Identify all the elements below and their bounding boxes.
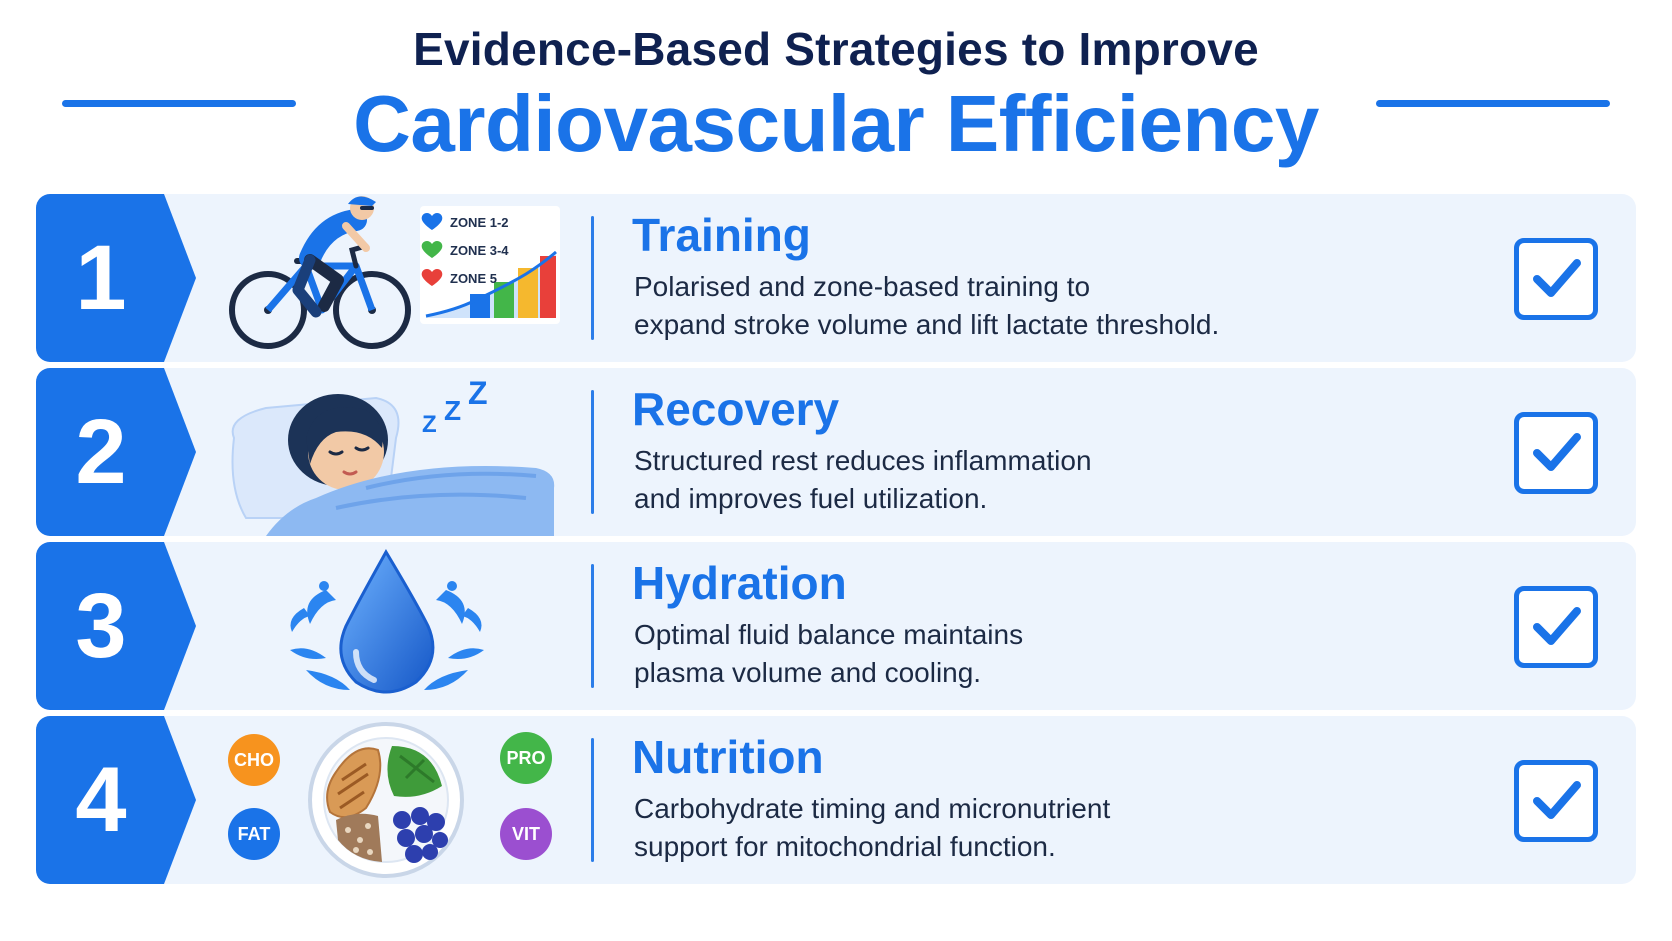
hydration-illustration	[206, 542, 606, 710]
macro-pro: PRO	[506, 748, 545, 768]
strategy-number: 3	[75, 574, 127, 677]
training-zone-chart: ZONE 1-2 ZONE 3-4 ZONE 5	[420, 206, 560, 324]
header-rule-right	[1376, 100, 1610, 107]
page-subtitle: Evidence-Based Strategies to Improve	[413, 23, 1259, 75]
check-icon	[1533, 781, 1581, 819]
recovery-illustration: Z Z Z	[206, 368, 606, 536]
strategy-row-hydration: 3	[36, 542, 1636, 710]
macro-cho: CHO	[234, 750, 274, 770]
strategy-number: 2	[75, 400, 127, 503]
macro-badges: CHO PRO FAT VIT	[228, 732, 552, 860]
description-line: expand stroke volume and lift lactate th…	[634, 309, 1220, 340]
water-drop-icon	[290, 549, 484, 694]
svg-text:Z: Z	[422, 411, 437, 438]
sleeping-person-icon	[231, 394, 555, 536]
svg-text:Z: Z	[468, 375, 488, 411]
number-tab	[36, 194, 196, 362]
strategy-title: Recovery	[632, 383, 840, 435]
divider	[591, 738, 594, 862]
zone-label: ZONE 3-4	[450, 243, 509, 258]
check-icon	[1533, 433, 1581, 471]
zone-label: ZONE 1-2	[450, 215, 509, 230]
checkbox-hydration[interactable]	[1514, 586, 1598, 668]
strategy-description: Optimal fluid balance maintains plasma v…	[634, 616, 1394, 692]
strategy-row-training: 1	[36, 194, 1636, 362]
zone-label: ZONE 5	[450, 271, 497, 286]
description-line: Structured rest reduces inflammation	[634, 445, 1092, 476]
strategy-description: Carbohydrate timing and micronutrient su…	[634, 790, 1394, 866]
checkbox-nutrition[interactable]	[1514, 760, 1598, 842]
training-illustration: ZONE 1-2 ZONE 3-4 ZONE 5	[206, 194, 606, 362]
heart-icon-zone-5	[421, 269, 443, 286]
heart-icon-zone-1	[421, 213, 443, 230]
divider	[591, 390, 594, 514]
strategy-row-recovery: 2 Z Z Z	[36, 368, 1636, 536]
description-line: support for mitochondrial function.	[634, 831, 1056, 862]
strategy-number: 1	[75, 226, 127, 329]
strategy-number: 4	[75, 748, 127, 851]
check-icon	[1533, 607, 1581, 645]
page-title: Cardiovascular Efficiency	[353, 79, 1319, 168]
divider	[591, 216, 594, 340]
strategy-row-nutrition: 4	[36, 716, 1636, 884]
strategy-title: Training	[632, 209, 811, 261]
macro-vit: VIT	[512, 824, 540, 844]
macro-fat: FAT	[238, 824, 271, 844]
divider	[591, 564, 594, 688]
description-line: Polarised and zone-based training to	[634, 271, 1091, 302]
strategy-title: Nutrition	[632, 731, 824, 783]
description-line: plasma volume and cooling.	[634, 657, 982, 688]
sleep-zzz: Z Z Z	[422, 375, 488, 438]
number-tab	[36, 368, 196, 536]
number-tab	[36, 716, 196, 884]
svg-text:Z: Z	[444, 395, 461, 426]
cyclist-icon	[229, 196, 411, 349]
checkbox-recovery[interactable]	[1514, 412, 1598, 494]
header: Evidence-Based Strategies to Improve Car…	[0, 0, 1672, 180]
check-icon	[1533, 259, 1581, 297]
description-line: and improves fuel utilization.	[634, 483, 988, 514]
number-tab	[36, 542, 196, 710]
strategy-title: Hydration	[632, 557, 847, 609]
food-plate-icon	[308, 722, 464, 878]
nutrition-illustration: CHO PRO FAT VIT	[206, 716, 606, 884]
description-line: Optimal fluid balance maintains	[634, 619, 1024, 650]
description-line: Carbohydrate timing and micronutrient	[634, 793, 1111, 824]
strategy-description: Polarised and zone-based training to exp…	[634, 268, 1394, 344]
strategy-description: Structured rest reduces inflammation and…	[634, 442, 1394, 518]
heart-icon-zone-3	[421, 241, 443, 258]
header-rule-left	[62, 100, 296, 107]
checkbox-training[interactable]	[1514, 238, 1598, 320]
